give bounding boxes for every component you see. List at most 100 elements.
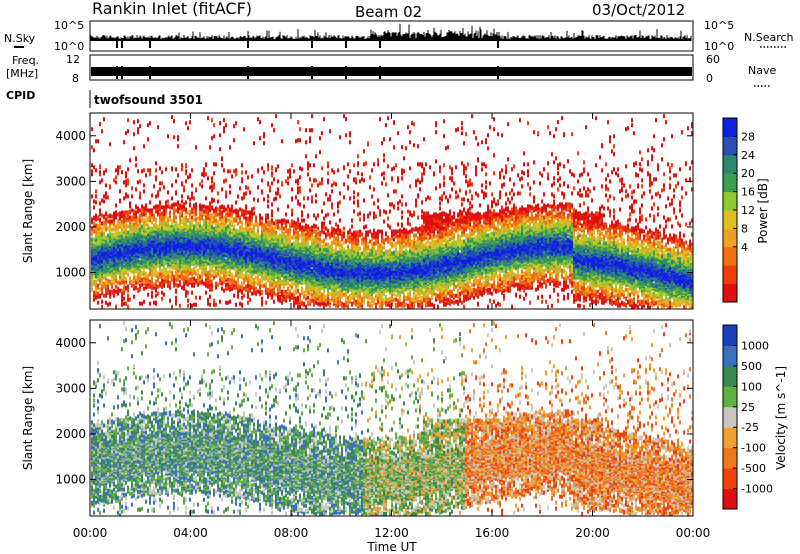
date-title: 03/Oct/2012	[592, 1, 685, 19]
echo-cell	[109, 280, 111, 284]
echo-cell	[115, 224, 117, 228]
echo-cell	[123, 210, 125, 214]
freq-tick-bottom: 8	[72, 72, 79, 85]
nsky-tick-top: 10^5	[54, 19, 84, 32]
echo-cell	[107, 279, 109, 283]
echo-cell	[117, 222, 119, 226]
echo-cell	[93, 280, 95, 284]
echo-cell	[121, 170, 123, 174]
nave-label: Nave	[748, 64, 776, 77]
echo-cell	[93, 221, 95, 225]
echo-cell	[95, 168, 97, 172]
nsearch-label: N.Search	[744, 31, 794, 44]
nsky-panel	[90, 21, 693, 51]
echo-cell	[107, 227, 109, 231]
echo-cell	[93, 261, 95, 265]
echo-cell	[115, 175, 117, 179]
echo-cell	[125, 286, 127, 290]
echo-cell	[127, 224, 129, 228]
echo-cell	[111, 279, 113, 283]
echo-cell	[99, 237, 101, 241]
echo-cell	[129, 277, 131, 281]
echo-cell	[91, 163, 93, 167]
echo-cell	[115, 210, 117, 214]
echo-cell	[127, 285, 129, 289]
echo-cell	[123, 217, 125, 221]
echo-cell	[109, 290, 111, 294]
echo-cell	[119, 165, 121, 169]
echo-cell	[103, 214, 105, 218]
echo-cell	[105, 183, 107, 187]
echo-cell	[117, 165, 119, 169]
echo-cell	[91, 145, 93, 149]
echo-cell	[91, 217, 93, 221]
echo-cell	[125, 183, 127, 187]
nsky-trace	[91, 24, 691, 48]
echo-cell	[105, 191, 107, 195]
echo-cell	[123, 140, 125, 144]
echo-cell	[121, 299, 123, 303]
echo-cell	[105, 236, 107, 240]
echo-cell	[95, 217, 97, 221]
freq-tick-top: 12	[66, 53, 80, 66]
echo-cell	[129, 298, 131, 302]
echo-cell	[105, 168, 107, 172]
echo-cell	[127, 118, 129, 122]
echo-cell	[105, 228, 107, 232]
echo-cell	[99, 223, 101, 227]
beam-title: Beam 02	[355, 3, 422, 21]
echo-cell	[99, 180, 101, 184]
echo-cell	[119, 198, 121, 202]
echo-cell	[115, 168, 117, 172]
echo-cell	[95, 139, 97, 143]
echo-cell	[93, 165, 95, 169]
echo-cell	[131, 208, 133, 212]
echo-cell	[127, 167, 129, 171]
echo-cell	[103, 244, 105, 248]
echo-cell	[127, 298, 129, 302]
echo-cell	[91, 169, 93, 173]
echo-cell	[125, 192, 127, 196]
echo-cell	[125, 131, 127, 135]
echo-cell	[91, 284, 93, 288]
echo-cell	[97, 139, 99, 143]
echo-cell	[93, 148, 95, 152]
echo-cell	[91, 127, 93, 131]
echo-cell	[113, 211, 115, 215]
echo-cell	[93, 230, 95, 234]
echo-cell	[105, 195, 107, 199]
echo-cell	[103, 294, 105, 298]
echo-cell	[125, 171, 127, 175]
echo-cell	[125, 271, 127, 275]
echo-cell	[115, 231, 117, 235]
echo-cell	[129, 215, 131, 219]
echo-cell	[117, 287, 119, 291]
echo-cell	[127, 289, 129, 293]
freq-band	[91, 67, 692, 76]
echo-cell	[129, 158, 131, 162]
echo-cell	[113, 289, 115, 293]
echo-cell	[91, 238, 93, 242]
echo-cell	[109, 184, 111, 188]
echo-cell	[131, 284, 133, 288]
echo-cell	[97, 284, 99, 288]
echo-cell	[107, 219, 109, 223]
echo-cell	[99, 170, 101, 174]
nsky-tick-bottom: 10^0	[54, 40, 84, 53]
echo-cell	[109, 142, 111, 146]
echo-cell	[97, 215, 99, 219]
echo-cell	[91, 194, 93, 198]
echo-cell	[131, 186, 133, 190]
echo-cell	[99, 122, 101, 126]
echo-cell	[133, 284, 135, 288]
nave-tick-bottom: 0	[706, 72, 713, 85]
echo-cell	[115, 305, 117, 309]
echo-cell	[103, 170, 105, 174]
echo-cell	[115, 290, 117, 294]
echo-cell	[125, 277, 127, 281]
echo-cell	[91, 288, 93, 292]
echo-cell	[115, 285, 117, 289]
echo-cell	[95, 280, 97, 284]
echo-cell	[125, 214, 127, 218]
